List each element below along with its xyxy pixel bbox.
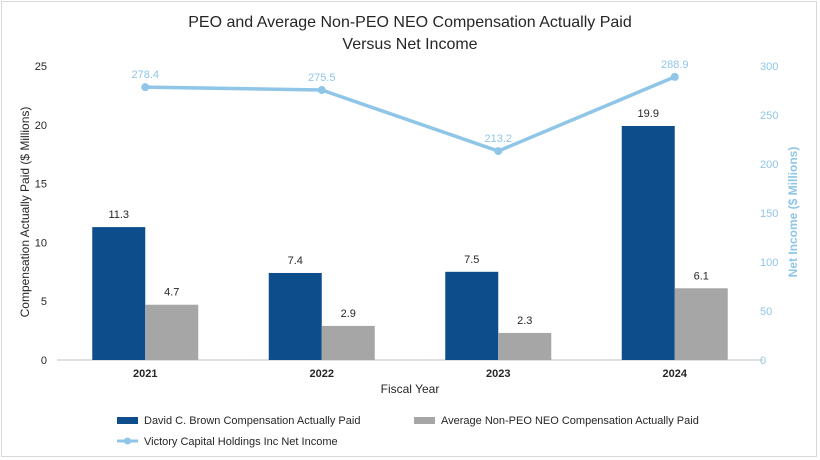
x-tick-2023: 2023: [486, 368, 510, 380]
bar-label-peo-2021: 11.3: [108, 209, 129, 221]
bar-neo-2023: [498, 332, 552, 360]
y-tick-right-6: 300: [760, 61, 778, 73]
x-tick-2022: 2022: [310, 368, 334, 380]
bar-neo-2021: [145, 304, 199, 360]
net-income-point-2023: [494, 147, 503, 156]
y-tick-left-3: 15: [35, 179, 47, 191]
net-income-label-2024: 288.9: [661, 59, 689, 71]
legend-label-neo: Average Non-PEO NEO Compensation Actuall…: [441, 415, 699, 427]
legend-swatch-neo: [414, 417, 435, 424]
legend-label-net-income: Victory Capital Holdings Inc Net Income: [144, 436, 338, 448]
y-tick-left-0: 0: [41, 355, 47, 367]
net-income-label-2021: 278.4: [131, 69, 159, 81]
x-tick-2024: 2024: [663, 368, 688, 380]
bar-neo-2024: [674, 288, 728, 360]
bar-label-peo-2023: 7.5: [464, 254, 479, 266]
legend-label-peo: David C. Brown Compensation Actually Pai…: [144, 415, 360, 427]
bar-label-neo-2021: 4.7: [164, 287, 179, 299]
net-income-point-2022: [317, 86, 326, 95]
y-tick-left-5: 25: [35, 61, 47, 73]
y-tick-right-3: 150: [760, 208, 778, 220]
y-tick-right-4: 200: [760, 159, 778, 171]
bar-label-peo-2022: 7.4: [288, 255, 303, 267]
y-tick-right-2: 100: [760, 257, 778, 269]
bar-label-neo-2023: 2.3: [517, 315, 532, 327]
chart-title: PEO and Average Non-PEO NEO Compensation…: [188, 14, 632, 31]
y-axis-label-right: Net Income ($ Millions): [786, 147, 800, 278]
net-income-label-2023: 213.2: [484, 133, 512, 145]
legend-swatch-peo: [117, 417, 138, 424]
y-tick-left-4: 20: [35, 120, 47, 132]
net-income-line: [145, 75, 676, 153]
bar-neo-2022: [321, 325, 375, 360]
legend: David C. Brown Compensation Actually Pai…: [117, 415, 699, 448]
bar-label-neo-2022: 2.9: [341, 308, 356, 320]
net-income-label-2022: 275.5: [308, 72, 336, 84]
bar-peo-2022: [268, 272, 322, 360]
y-tick-right-0: 0: [760, 355, 766, 367]
y-tick-right-5: 250: [760, 110, 778, 122]
y-tick-left-2: 10: [35, 237, 47, 249]
x-axis-label: Fiscal Year: [381, 382, 440, 396]
legend-marker-net-income: [124, 437, 131, 445]
bar-label-neo-2024: 6.1: [694, 270, 709, 282]
y-tick-right-1: 50: [760, 306, 772, 318]
x-tick-2021: 2021: [133, 368, 157, 380]
bar-peo-2023: [445, 271, 499, 360]
bar-label-peo-2024: 19.9: [638, 108, 659, 120]
bar-peo-2024: [621, 125, 675, 360]
y-tick-left-1: 5: [41, 296, 47, 308]
chart-subtitle: Versus Net Income: [342, 36, 477, 53]
bar-peo-2021: [92, 227, 146, 360]
net-income-point-2021: [141, 83, 150, 92]
net-income-point-2024: [670, 72, 679, 81]
y-axis-label-left: Compensation Actually Paid ($ Millions): [18, 107, 32, 318]
